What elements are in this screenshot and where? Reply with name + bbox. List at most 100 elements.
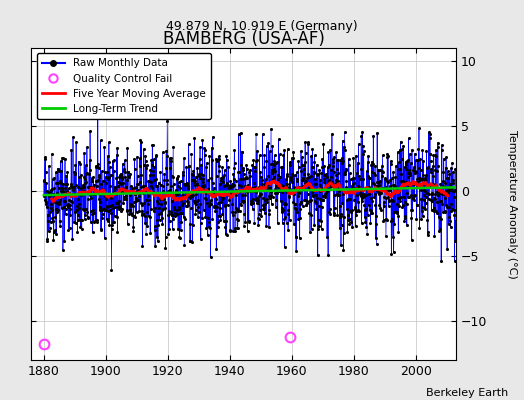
Point xyxy=(282,181,290,188)
Point xyxy=(401,213,409,220)
Point xyxy=(269,161,278,168)
Point xyxy=(347,183,356,190)
Point xyxy=(353,170,361,176)
Point xyxy=(403,193,412,200)
Point xyxy=(427,166,435,172)
Point xyxy=(304,185,313,191)
Point xyxy=(408,147,416,153)
Point xyxy=(136,155,144,162)
Point xyxy=(379,184,387,191)
Point xyxy=(117,206,126,213)
Point xyxy=(143,189,151,196)
Point xyxy=(187,176,195,183)
Point xyxy=(74,216,82,223)
Point xyxy=(124,168,132,175)
Point xyxy=(236,130,245,136)
Point xyxy=(300,197,309,203)
Point xyxy=(163,181,171,187)
Point xyxy=(299,203,307,209)
Point xyxy=(235,182,244,188)
Point xyxy=(353,207,361,214)
Point xyxy=(228,212,237,218)
Point xyxy=(245,187,254,194)
Point xyxy=(74,158,83,165)
Point xyxy=(250,220,258,226)
Point xyxy=(419,158,428,164)
Point xyxy=(286,186,294,192)
Point xyxy=(305,174,313,180)
Point xyxy=(143,162,151,168)
Point xyxy=(394,213,402,220)
Point xyxy=(132,194,140,201)
Point xyxy=(59,181,68,187)
Point xyxy=(245,218,253,225)
Point xyxy=(435,185,443,192)
Point xyxy=(235,208,244,214)
Point xyxy=(102,207,110,213)
Point xyxy=(170,204,178,210)
Point xyxy=(442,188,451,194)
Point xyxy=(52,231,61,237)
Point xyxy=(442,202,450,208)
Point xyxy=(251,164,259,170)
Point xyxy=(193,198,202,204)
Point xyxy=(176,210,184,216)
Point xyxy=(91,190,99,197)
Point xyxy=(129,228,138,234)
Point xyxy=(372,220,380,227)
Point xyxy=(297,168,305,174)
Point xyxy=(256,152,264,159)
Point xyxy=(212,196,220,202)
Point xyxy=(160,200,169,206)
Point xyxy=(419,212,427,219)
Point xyxy=(332,191,341,198)
Point xyxy=(216,216,225,223)
Point xyxy=(437,198,445,204)
Point xyxy=(140,162,148,168)
Point xyxy=(398,180,407,187)
Point xyxy=(162,165,170,171)
Point xyxy=(384,187,392,194)
Point xyxy=(425,150,434,157)
Point xyxy=(388,234,397,240)
Point xyxy=(276,182,285,188)
Point xyxy=(189,172,197,179)
Point xyxy=(194,204,202,210)
Point xyxy=(94,161,103,167)
Point xyxy=(290,184,298,190)
Point xyxy=(232,187,241,194)
Point xyxy=(146,214,154,220)
Point xyxy=(330,154,338,160)
Point xyxy=(63,188,71,194)
Point xyxy=(205,202,213,209)
Point xyxy=(352,207,361,214)
Point xyxy=(324,149,333,156)
Point xyxy=(136,136,145,143)
Point xyxy=(122,195,130,202)
Point xyxy=(254,222,263,228)
Point xyxy=(99,178,107,185)
Point xyxy=(302,202,310,208)
Point xyxy=(168,173,176,179)
Point xyxy=(277,186,285,192)
Point xyxy=(64,185,73,192)
Point xyxy=(41,168,50,175)
Point xyxy=(213,158,221,164)
Point xyxy=(328,179,336,185)
Point xyxy=(56,218,64,224)
Point xyxy=(225,197,233,204)
Point xyxy=(230,181,238,188)
Point xyxy=(139,182,148,189)
Point xyxy=(208,191,216,197)
Point xyxy=(312,192,321,198)
Point xyxy=(52,180,60,187)
Point xyxy=(308,164,316,170)
Point xyxy=(217,193,225,200)
Point xyxy=(48,215,57,222)
Point xyxy=(217,177,226,183)
Point xyxy=(88,191,96,197)
Point xyxy=(108,222,116,228)
Point xyxy=(275,151,283,158)
Point xyxy=(374,182,382,189)
Point xyxy=(147,183,156,189)
